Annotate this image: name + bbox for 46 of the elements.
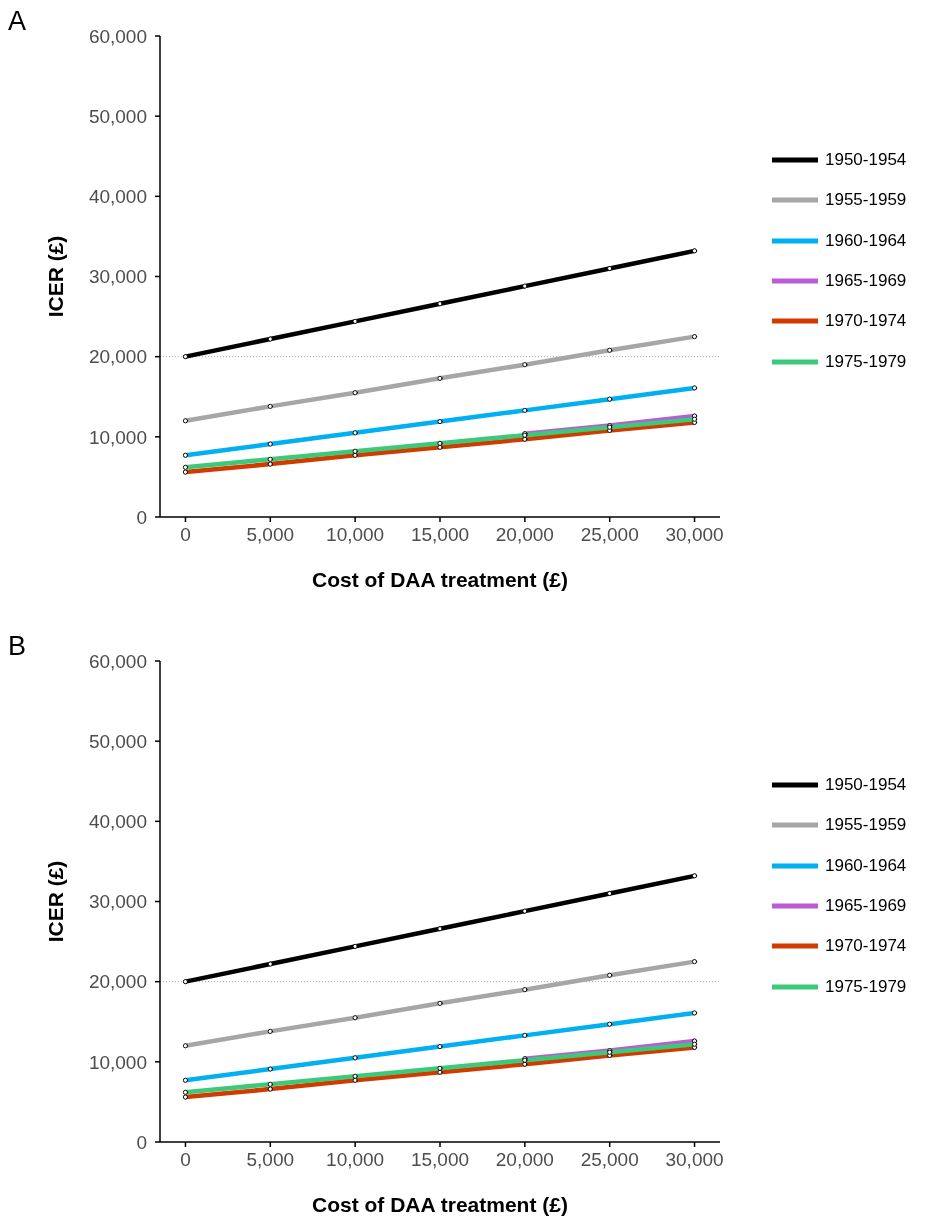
legend-label: 1975-1979 <box>825 351 907 372</box>
legend-label: 1960-1964 <box>825 855 907 876</box>
x-axis-title: Cost of DAA treatment (£) <box>312 568 568 591</box>
x-tick-label: 30,000 <box>665 1149 724 1171</box>
legend-label: 1955-1959 <box>825 190 907 211</box>
y-tick-label: 50,000 <box>88 105 147 127</box>
y-axis-title: ICER (£) <box>43 860 67 943</box>
x-tick-label: 5,000 <box>246 524 295 546</box>
legend-label: 1950-1954 <box>825 775 907 796</box>
y-tick-label: 20,000 <box>88 346 147 368</box>
y-tick-label: 0 <box>136 506 147 528</box>
x-tick-label: 10,000 <box>326 1149 385 1171</box>
y-tick-label: 30,000 <box>88 891 147 913</box>
y-tick-label: 40,000 <box>88 811 147 833</box>
y-tick-label: 10,000 <box>88 1051 147 1073</box>
y-axis-title: ICER (£) <box>43 235 67 318</box>
legend-label: 1970-1974 <box>825 936 907 957</box>
legend-label: 1955-1959 <box>825 815 907 836</box>
x-tick-label: 10,000 <box>326 524 385 546</box>
y-tick-label: 10,000 <box>88 426 147 448</box>
x-tick-label: 30,000 <box>665 524 724 546</box>
x-tick-label: 15,000 <box>410 1149 470 1171</box>
x-tick-label: 0 <box>180 1149 191 1171</box>
legend-label: 1965-1969 <box>825 896 907 917</box>
legend-label: 1950-1954 <box>825 150 907 171</box>
x-tick-label: 15,000 <box>410 524 470 546</box>
x-tick-label: 5,000 <box>246 1149 295 1171</box>
legend-label: 1965-1969 <box>825 271 907 292</box>
y-tick-label: 20,000 <box>88 971 147 993</box>
legend-label: 1975-1979 <box>825 976 907 997</box>
y-tick-label: 60,000 <box>88 25 147 47</box>
x-axis-title: Cost of DAA treatment (£) <box>312 1193 568 1216</box>
y-tick-label: 0 <box>136 1131 147 1153</box>
x-tick-label: 25,000 <box>580 524 639 546</box>
y-tick-label: 40,000 <box>88 186 147 208</box>
y-tick-label: 50,000 <box>88 730 147 752</box>
x-tick-label: 0 <box>180 524 191 546</box>
x-tick-label: 25,000 <box>580 1149 639 1171</box>
x-tick-label: 20,000 <box>495 1149 554 1171</box>
legend-label: 1970-1974 <box>825 311 907 332</box>
x-tick-label: 20,000 <box>495 524 554 546</box>
chart-title: A <box>8 6 27 36</box>
chart-title: B <box>8 631 27 661</box>
y-tick-label: 60,000 <box>88 650 147 672</box>
y-tick-label: 30,000 <box>88 266 147 288</box>
legend-label: 1960-1964 <box>825 230 907 251</box>
